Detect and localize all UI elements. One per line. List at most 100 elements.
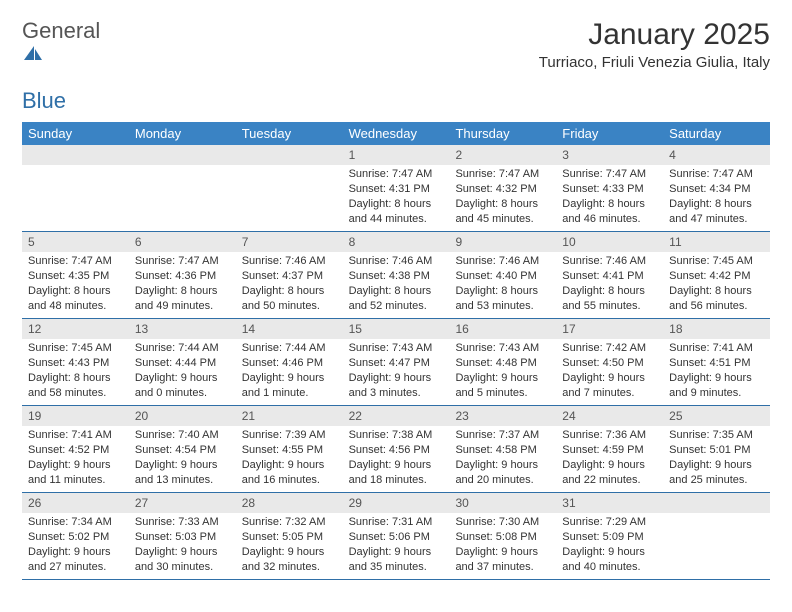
- day-line: Sunrise: 7:38 AM: [349, 428, 444, 443]
- day-line: Daylight: 9 hours: [455, 458, 550, 473]
- calendar-week: 26Sunrise: 7:34 AMSunset: 5:02 PMDayligh…: [22, 493, 770, 580]
- day-number: [22, 145, 129, 165]
- day-line: Sunset: 4:32 PM: [455, 182, 550, 197]
- weekday-header: Sunday: [22, 122, 129, 145]
- day-number: 11: [663, 232, 770, 252]
- day-number: 9: [449, 232, 556, 252]
- day-line: Sunset: 4:34 PM: [669, 182, 764, 197]
- day-body: Sunrise: 7:41 AMSunset: 4:52 PMDaylight:…: [22, 426, 129, 491]
- day-body: [236, 165, 343, 171]
- day-number: 24: [556, 406, 663, 426]
- day-number: 29: [343, 493, 450, 513]
- day-line: Sunrise: 7:33 AM: [135, 515, 230, 530]
- day-line: and 35 minutes.: [349, 560, 444, 575]
- day-line: Sunrise: 7:46 AM: [455, 254, 550, 269]
- day-number: 15: [343, 319, 450, 339]
- calendar-week: 5Sunrise: 7:47 AMSunset: 4:35 PMDaylight…: [22, 232, 770, 319]
- calendar-day: [663, 493, 770, 579]
- day-line: Sunset: 5:06 PM: [349, 530, 444, 545]
- day-number: 8: [343, 232, 450, 252]
- day-line: Daylight: 8 hours: [349, 197, 444, 212]
- calendar-week: 1Sunrise: 7:47 AMSunset: 4:31 PMDaylight…: [22, 145, 770, 232]
- weekday-header: Saturday: [663, 122, 770, 145]
- weekday-header: Wednesday: [343, 122, 450, 145]
- title-block: January 2025 Turriaco, Friuli Venezia Gi…: [539, 18, 770, 71]
- day-line: Daylight: 8 hours: [669, 197, 764, 212]
- calendar-day: 21Sunrise: 7:39 AMSunset: 4:55 PMDayligh…: [236, 406, 343, 492]
- day-line: Sunrise: 7:45 AM: [28, 341, 123, 356]
- day-line: Sunset: 5:05 PM: [242, 530, 337, 545]
- calendar-day: 20Sunrise: 7:40 AMSunset: 4:54 PMDayligh…: [129, 406, 236, 492]
- day-line: Sunset: 4:59 PM: [562, 443, 657, 458]
- day-number: 23: [449, 406, 556, 426]
- day-body: [129, 165, 236, 171]
- day-line: and 49 minutes.: [135, 299, 230, 314]
- logo-text: GeneralBlue: [22, 18, 100, 114]
- day-number: [236, 145, 343, 165]
- day-line: Sunrise: 7:36 AM: [562, 428, 657, 443]
- day-line: and 13 minutes.: [135, 473, 230, 488]
- calendar-day: [129, 145, 236, 231]
- day-number: 17: [556, 319, 663, 339]
- calendar-week: 12Sunrise: 7:45 AMSunset: 4:43 PMDayligh…: [22, 319, 770, 406]
- page-title: January 2025: [539, 18, 770, 52]
- day-line: Sunset: 4:46 PM: [242, 356, 337, 371]
- day-line: Daylight: 9 hours: [455, 545, 550, 560]
- calendar-day: 6Sunrise: 7:47 AMSunset: 4:36 PMDaylight…: [129, 232, 236, 318]
- day-line: Sunrise: 7:46 AM: [562, 254, 657, 269]
- day-line: Sunset: 4:44 PM: [135, 356, 230, 371]
- day-line: Sunrise: 7:42 AM: [562, 341, 657, 356]
- day-line: Sunrise: 7:41 AM: [669, 341, 764, 356]
- day-line: Sunset: 5:01 PM: [669, 443, 764, 458]
- day-line: Daylight: 9 hours: [349, 545, 444, 560]
- day-line: Sunrise: 7:45 AM: [669, 254, 764, 269]
- day-line: Sunrise: 7:35 AM: [669, 428, 764, 443]
- day-line: Daylight: 8 hours: [562, 284, 657, 299]
- day-line: Daylight: 9 hours: [669, 458, 764, 473]
- day-line: and 18 minutes.: [349, 473, 444, 488]
- day-line: Daylight: 9 hours: [28, 458, 123, 473]
- day-line: and 7 minutes.: [562, 386, 657, 401]
- day-number: 31: [556, 493, 663, 513]
- day-line: Sunrise: 7:44 AM: [242, 341, 337, 356]
- day-line: Sunrise: 7:47 AM: [349, 167, 444, 182]
- day-line: and 27 minutes.: [28, 560, 123, 575]
- day-line: Daylight: 8 hours: [349, 284, 444, 299]
- day-line: and 56 minutes.: [669, 299, 764, 314]
- day-line: Daylight: 9 hours: [135, 458, 230, 473]
- day-number: [663, 493, 770, 513]
- day-line: and 30 minutes.: [135, 560, 230, 575]
- day-line: Sunset: 5:02 PM: [28, 530, 123, 545]
- day-line: Daylight: 9 hours: [28, 545, 123, 560]
- day-line: Daylight: 9 hours: [562, 371, 657, 386]
- day-number: 7: [236, 232, 343, 252]
- day-body: Sunrise: 7:29 AMSunset: 5:09 PMDaylight:…: [556, 513, 663, 578]
- day-line: and 22 minutes.: [562, 473, 657, 488]
- day-line: Sunrise: 7:32 AM: [242, 515, 337, 530]
- day-body: Sunrise: 7:42 AMSunset: 4:50 PMDaylight:…: [556, 339, 663, 404]
- day-line: Sunrise: 7:43 AM: [349, 341, 444, 356]
- calendar-day: 12Sunrise: 7:45 AMSunset: 4:43 PMDayligh…: [22, 319, 129, 405]
- day-line: Daylight: 9 hours: [562, 458, 657, 473]
- day-line: Sunrise: 7:31 AM: [349, 515, 444, 530]
- day-body: Sunrise: 7:46 AMSunset: 4:40 PMDaylight:…: [449, 252, 556, 317]
- day-number: 6: [129, 232, 236, 252]
- day-line: and 55 minutes.: [562, 299, 657, 314]
- calendar-day: 19Sunrise: 7:41 AMSunset: 4:52 PMDayligh…: [22, 406, 129, 492]
- day-line: Sunset: 4:42 PM: [669, 269, 764, 284]
- day-body: Sunrise: 7:34 AMSunset: 5:02 PMDaylight:…: [22, 513, 129, 578]
- day-line: Sunrise: 7:29 AM: [562, 515, 657, 530]
- day-line: Daylight: 9 hours: [562, 545, 657, 560]
- day-body: Sunrise: 7:40 AMSunset: 4:54 PMDaylight:…: [129, 426, 236, 491]
- day-body: Sunrise: 7:46 AMSunset: 4:41 PMDaylight:…: [556, 252, 663, 317]
- calendar-day: 9Sunrise: 7:46 AMSunset: 4:40 PMDaylight…: [449, 232, 556, 318]
- day-body: Sunrise: 7:36 AMSunset: 4:59 PMDaylight:…: [556, 426, 663, 491]
- day-line: and 48 minutes.: [28, 299, 123, 314]
- day-line: Daylight: 8 hours: [28, 284, 123, 299]
- day-line: and 47 minutes.: [669, 212, 764, 227]
- day-line: Sunrise: 7:47 AM: [28, 254, 123, 269]
- day-line: Sunrise: 7:43 AM: [455, 341, 550, 356]
- day-line: and 46 minutes.: [562, 212, 657, 227]
- day-body: Sunrise: 7:47 AMSunset: 4:36 PMDaylight:…: [129, 252, 236, 317]
- day-body: Sunrise: 7:32 AMSunset: 5:05 PMDaylight:…: [236, 513, 343, 578]
